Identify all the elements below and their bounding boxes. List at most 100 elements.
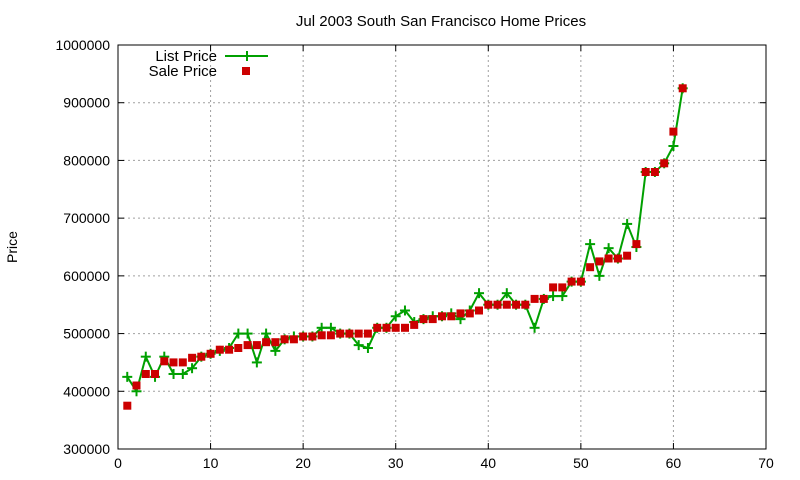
sale-price-point [484, 300, 493, 309]
list-price-point [251, 357, 262, 368]
sale-price-point [345, 329, 354, 338]
x-tick-label: 40 [480, 455, 496, 471]
list-price-point [140, 351, 151, 362]
x-tick-label: 60 [666, 455, 682, 471]
list-price-point [122, 371, 133, 382]
sale-price-point [632, 240, 641, 249]
sale-price-point [401, 323, 409, 332]
x-tick-label: 10 [203, 455, 219, 471]
list-price-point [548, 291, 559, 302]
sale-price-point [188, 353, 197, 362]
x-tick-label: 70 [758, 455, 774, 471]
sale-price-point [623, 251, 632, 260]
legend-label-list-price: List Price [155, 48, 217, 65]
chart-title: Jul 2003 South San Francisco Home Prices [296, 13, 586, 30]
sale-price-point [530, 294, 539, 303]
sale-price-point [650, 168, 659, 176]
sale-price-point [410, 320, 419, 329]
y-tick-label: 600000 [63, 268, 110, 284]
x-tick-label: 0 [114, 455, 122, 471]
list-price-point [353, 340, 364, 351]
sale-price-point [558, 283, 567, 292]
list-price-point [187, 363, 198, 374]
list-price-point [474, 288, 485, 299]
sale-price-point [215, 345, 224, 354]
list-price-point [622, 218, 633, 229]
series-layer [122, 83, 688, 410]
list-price-point [261, 328, 272, 339]
y-tick-label: 800000 [63, 152, 110, 168]
sale-price-point [354, 329, 363, 338]
legend-marker-sale-price [242, 67, 250, 75]
sale-price-point [289, 335, 298, 344]
list-price-point [177, 368, 188, 379]
sale-price-point [299, 332, 308, 341]
list-price-point [242, 328, 253, 339]
list-price-point [585, 239, 596, 250]
plot-area-frame [117, 44, 767, 450]
sale-price-point [160, 357, 169, 366]
sale-price-point [382, 323, 391, 332]
sale-price-point [197, 352, 206, 361]
sale-price-point [456, 309, 465, 318]
sale-price-point [419, 315, 428, 324]
y-tick-label: 300000 [63, 441, 110, 457]
sale-price-point [512, 300, 521, 309]
sale-price-point [576, 277, 585, 286]
legend: List Price Sale Price [149, 48, 268, 80]
x-tick-label: 50 [573, 455, 589, 471]
sale-price-point [132, 381, 141, 390]
sale-price-point [428, 315, 437, 324]
y-tick-label: 400000 [63, 383, 110, 399]
sale-price-point [234, 344, 243, 352]
sale-price-point [141, 370, 150, 378]
sale-price-point [475, 306, 483, 315]
y-tick-label: 500000 [63, 326, 110, 342]
sale-price-point [595, 257, 604, 266]
list-price-point [399, 305, 410, 316]
sale-price-point [660, 159, 669, 168]
axis-ticks: 0 10 20 30 40 50 60 70 300000 400000 500000 600000 7… [55, 37, 774, 471]
list-price-point [529, 322, 540, 333]
sale-price-point [123, 401, 132, 410]
sale-price-point [493, 300, 502, 309]
y-tick-label: 1000000 [55, 37, 110, 53]
list-price-point [316, 322, 327, 333]
sale-price-point [521, 300, 530, 309]
legend-label-sale-price: Sale Price [149, 63, 217, 80]
sale-price-point [326, 331, 335, 340]
sale-price-point [262, 338, 271, 347]
list-price-point [362, 343, 373, 353]
sale-price-point [604, 254, 613, 263]
list-price-point [557, 291, 568, 302]
list-price-point [603, 243, 614, 254]
list-price-point [270, 345, 281, 356]
list-price-point [594, 270, 605, 281]
list-price-point [668, 141, 679, 151]
y-tick-label: 700000 [63, 210, 110, 226]
sale-price-point [549, 283, 558, 292]
sale-price-point [465, 309, 474, 318]
y-axis-label: Price [4, 231, 20, 263]
sale-price-point [586, 263, 595, 272]
sale-price-point [502, 300, 511, 309]
sale-price-point [225, 345, 234, 354]
sale-price-point [308, 332, 317, 341]
sale-price-point [438, 312, 446, 321]
sale-price-point [391, 323, 400, 332]
sale-price-point [206, 349, 215, 358]
sale-price-point [539, 294, 548, 303]
sale-price-point [613, 254, 622, 263]
sale-price-point [271, 338, 280, 347]
sale-price-point [336, 329, 345, 338]
sale-price-point [669, 127, 678, 136]
sale-price-point [678, 84, 687, 93]
x-tick-label: 20 [295, 455, 311, 471]
sale-price-point [243, 341, 252, 350]
sale-price-point [252, 341, 261, 350]
sale-price-point [280, 335, 289, 344]
sale-price-point [447, 312, 456, 321]
sale-price-point [373, 323, 382, 332]
sale-price-point [363, 329, 372, 338]
legend-marker-list-price [242, 51, 252, 61]
